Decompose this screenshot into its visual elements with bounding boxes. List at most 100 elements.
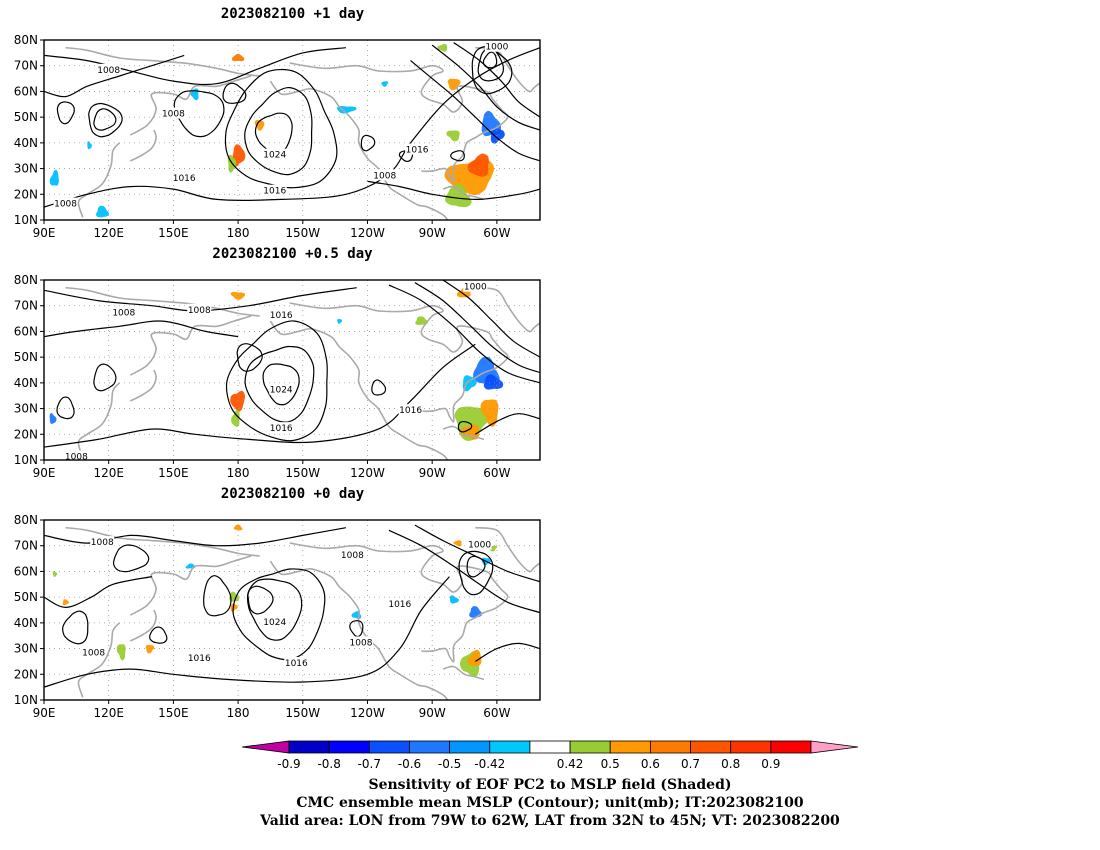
- coastline: [129, 75, 252, 136]
- contour-label-bg: [262, 184, 287, 196]
- mslp-contour: [431, 44, 540, 131]
- mslp-contour: [112, 544, 150, 573]
- panel-title-1: 2023082100 +1 day: [220, 6, 365, 22]
- colorbar-box: [489, 740, 531, 754]
- mslp-contour: [224, 68, 338, 189]
- sensitivity-patch: [480, 399, 499, 427]
- lon-tick-label: 180: [227, 706, 250, 720]
- coastline: [77, 382, 121, 458]
- contour-label-bg: [284, 657, 309, 668]
- mslp-contour: [457, 420, 473, 433]
- mslp-contour: [388, 284, 540, 384]
- lon-tick-label: 90E: [33, 466, 56, 480]
- contour-label-bg: [161, 107, 186, 119]
- colorbar-label: 0.6: [641, 757, 660, 771]
- caption-line-2: CMC ensemble mean MSLP (Contour); unit(m…: [296, 795, 804, 811]
- lat-tick-label: 30N: [14, 642, 38, 656]
- mslp-contour: [453, 42, 540, 118]
- lon-tick-label: 180: [227, 226, 250, 240]
- mslp-contour: [222, 82, 247, 104]
- lat-tick-label: 80N: [14, 513, 38, 527]
- sensitivity-patch: [231, 53, 245, 62]
- colorbar-high-arrow: [810, 740, 859, 754]
- colorbar-label: 0.9: [761, 757, 780, 771]
- contour-label-bg: [262, 615, 287, 627]
- lat-tick-label: 60N: [14, 324, 38, 338]
- sensitivity-patch: [229, 591, 240, 602]
- mslp-contour: [414, 282, 540, 374]
- contour-label: 1008: [54, 200, 77, 210]
- contour-label-bg: [96, 63, 121, 75]
- sensitivity-patch: [95, 205, 109, 218]
- contour-label: 1008: [91, 538, 114, 548]
- contour-label-bg: [81, 646, 106, 658]
- sensitivity-patch: [230, 390, 246, 412]
- lat-tick-label: 10N: [14, 693, 38, 707]
- colorbar-box: [690, 740, 732, 754]
- contour-label: 1024: [263, 151, 286, 161]
- sensitivity-patch: [445, 184, 472, 208]
- coastline: [129, 369, 157, 402]
- contour-label: 1024: [270, 386, 293, 396]
- mslp-contour: [244, 345, 315, 423]
- lon-tick-label: 90W: [419, 706, 446, 720]
- contour-label-bg: [398, 404, 423, 416]
- lat-tick-label: 20N: [14, 427, 38, 441]
- mslp-contour: [244, 86, 313, 176]
- lon-tick-label: 150E: [158, 226, 189, 240]
- colorbar: -0.9 -0.8 -0.7 -0.6 -0.5 -0.42 0.42 0.5 0.6 0.7 0.…: [241, 740, 859, 771]
- sensitivity-patch: [381, 81, 389, 87]
- sensitivity-patch: [254, 120, 265, 131]
- lon-tick-label: 150W: [285, 226, 320, 240]
- contour-label: 1016: [399, 406, 422, 416]
- lat-tick-label: 80N: [14, 273, 38, 287]
- colorbar-label: 0.42: [557, 757, 584, 771]
- mslp-contour: [93, 108, 117, 131]
- lon-tick-label: 120E: [93, 466, 124, 480]
- mslp-contour: [203, 575, 232, 617]
- mslp-contour: [62, 610, 89, 645]
- mslp-contour: [247, 585, 274, 615]
- contour-label-bg: [269, 422, 294, 434]
- contour-label-bg: [90, 536, 115, 548]
- lon-tick-label: 150W: [285, 706, 320, 720]
- coastline: [269, 560, 449, 700]
- contour-label-bg: [262, 148, 287, 160]
- sensitivity-patch: [116, 644, 126, 661]
- mslp-contour: [471, 46, 513, 95]
- contour-label-bg: [463, 280, 488, 292]
- contour-label-bg: [405, 143, 430, 155]
- lat-tick-label: 20N: [14, 187, 38, 201]
- sensitivity-patch: [483, 374, 504, 390]
- mslp-contour: [414, 524, 540, 583]
- contour-label: 1016: [263, 187, 286, 197]
- coastline: [289, 62, 509, 183]
- colorbar-box: [770, 740, 812, 754]
- coastline: [65, 46, 260, 77]
- lon-tick-label: 120E: [93, 706, 124, 720]
- lat-tick-label: 80N: [14, 33, 38, 47]
- lon-tick-label: 120W: [350, 226, 385, 240]
- lat-tick-label: 70N: [14, 299, 38, 313]
- contour-label: 1008: [112, 308, 135, 318]
- sensitivity-patch: [467, 649, 482, 666]
- sensitivity-patch: [415, 316, 429, 325]
- colorbar-label: 0.8: [721, 757, 740, 771]
- coastline: [289, 302, 509, 423]
- sensitivity-patch: [459, 424, 480, 440]
- lat-tick-label: 50N: [14, 590, 38, 604]
- sensitivity-patch: [449, 595, 459, 604]
- contour-label: 1008: [373, 171, 396, 181]
- sensitivity-patch: [490, 127, 505, 144]
- colorbar-label: -0.5: [438, 757, 461, 771]
- mslp-contour: [44, 54, 185, 98]
- contour-label-bg: [484, 40, 509, 52]
- sensitivity-patch: [233, 524, 243, 531]
- contour-label-bg: [187, 651, 212, 663]
- mslp-contour: [246, 578, 303, 641]
- contour-label: 1008: [82, 649, 105, 659]
- mslp-contour: [149, 626, 168, 644]
